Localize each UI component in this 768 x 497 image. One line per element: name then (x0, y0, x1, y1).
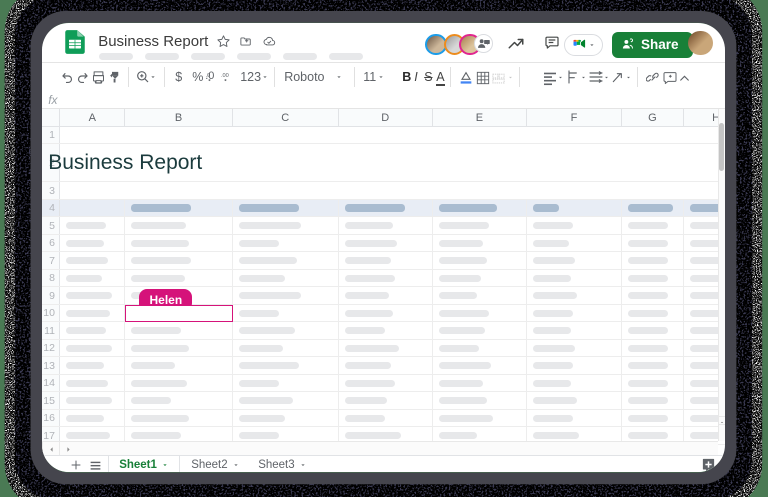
svg-text:.0: .0 (206, 73, 211, 79)
svg-text:.00: .00 (221, 73, 229, 79)
